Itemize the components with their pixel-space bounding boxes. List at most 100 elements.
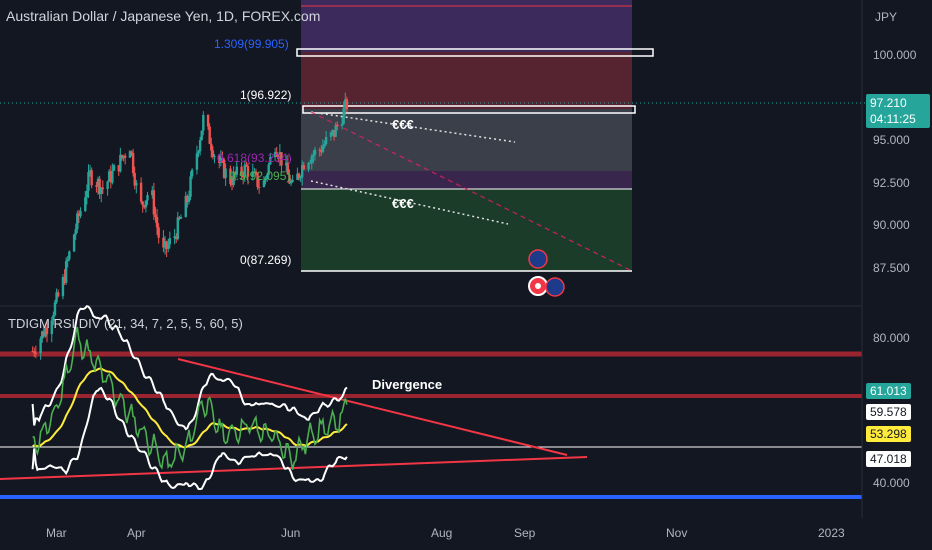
band-lower-badge: 47.018 [866,451,911,467]
indicator-tick: 40.000 [873,476,910,490]
candle-body [162,237,165,248]
fib-label: 1.309(99.905) [214,37,289,51]
candle-body [133,173,136,186]
candle-body [157,227,160,238]
candle-body [33,351,36,353]
last-price: 97.210 [870,96,907,110]
candle-body [257,186,261,188]
candle-body [68,251,71,260]
candle-body [50,320,53,335]
candle-body [253,171,256,173]
candle-body [61,276,65,297]
candle-body [112,165,116,171]
candle-body [329,132,333,137]
candle-body [108,171,111,182]
fib-level-box-1 [302,105,636,114]
candle-body [235,166,239,175]
candle-body [41,331,44,339]
candle-body [143,205,146,208]
candle-body [229,168,232,184]
candle-body [34,352,38,354]
candle-body [198,140,202,152]
indicator-bands [31,305,348,491]
fib-zone-green [301,189,632,271]
divergence-trendline [177,358,568,456]
au-flag-icon-2 [545,277,565,297]
candle-body [87,172,90,191]
candle-body [323,144,326,147]
candle-body [64,261,68,283]
candle-body [44,327,47,337]
candles [31,92,349,360]
candle-body [101,187,105,190]
band-upper-badge: 59.578 [866,404,911,420]
candle-body [189,176,192,197]
candle-body [96,178,100,187]
rsi-value-badge: 61.013 [866,383,911,399]
candle-body [111,170,114,183]
candle-body [72,234,76,252]
candle-body [289,181,293,184]
candle-body [267,164,270,175]
time-label: 2023 [818,526,845,540]
candle-body [128,151,132,158]
candle-body [31,351,34,353]
price-tick: 90.000 [873,218,910,232]
indicator-rsi-line [32,326,348,470]
candle-body [66,259,69,262]
candle-body [165,241,168,249]
candle-body [301,164,304,178]
candle-body [76,213,79,230]
candle-body [77,213,81,217]
candle-body [275,152,278,157]
candle-body [324,136,328,145]
fib-zone-top [301,0,632,52]
candle-body [163,241,167,248]
annotation-euro: €€€ [392,117,414,132]
candle-body [190,169,194,177]
candle-body [84,197,87,211]
candle-body [318,149,321,151]
candle-body [285,162,288,166]
candle-body [254,171,258,174]
upper-band-line [31,305,348,431]
candle-body [251,171,254,177]
candle-body [109,171,112,183]
candle-body [55,292,58,303]
divergence-label: Divergence [372,377,443,392]
candle-body [222,159,226,178]
candle-body [206,114,210,127]
price-tick: 95.000 [873,133,910,147]
candle-body [90,170,93,186]
rsi-line [32,326,348,470]
candle-body [219,158,223,164]
candle-body [167,244,170,249]
candle-body [265,174,269,178]
candle-body [297,173,301,178]
candle-body [340,123,344,126]
candle-body [210,143,213,151]
candle-body [221,158,224,160]
candle-body [280,152,283,166]
candle-body [123,155,127,158]
time-label: Mar [46,526,67,540]
candle-body [213,156,216,158]
candle-body [269,156,272,165]
candle-body [122,155,125,159]
candle-body [195,153,199,170]
candle-body [42,331,46,337]
candle-body [312,154,315,157]
candle-body [302,164,305,170]
candle-body [176,217,179,240]
candle-body [151,190,154,196]
price-tick: 87.500 [873,261,910,275]
candle-body [141,201,144,206]
last-price-badge: 97.210 04:11:25 [866,94,930,128]
candle-body [208,126,211,144]
candle-body [321,146,325,153]
chart-title: Australian Dollar / Japanese Yen, 1D, FO… [6,8,321,24]
candle-body [218,156,221,164]
candle-body [243,164,246,178]
candle-body [273,152,277,157]
